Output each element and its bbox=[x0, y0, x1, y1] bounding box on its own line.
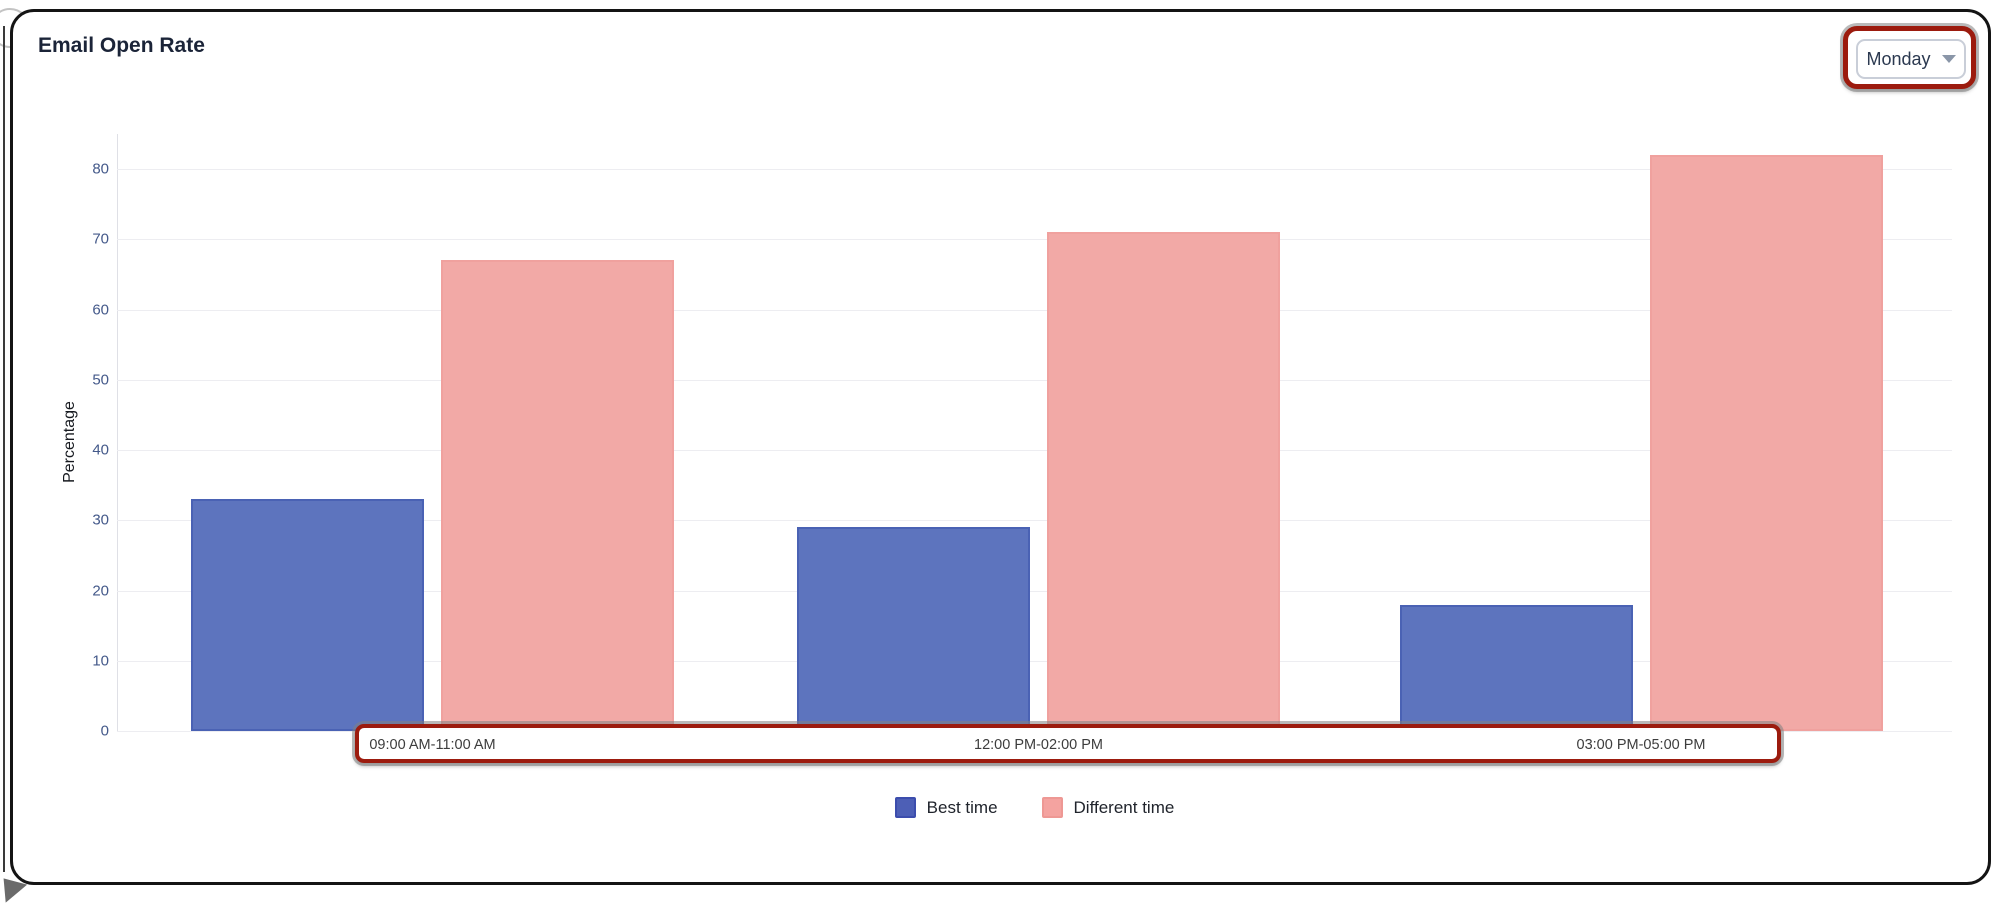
y-tick-label-20: 20 bbox=[92, 582, 109, 599]
y-tick-label-40: 40 bbox=[92, 441, 109, 459]
bar-different-time-1 bbox=[1047, 232, 1280, 731]
highlight-annotation-x-axis-labels bbox=[355, 724, 1781, 763]
bar-best-time-1 bbox=[797, 527, 1030, 731]
gridline-40 bbox=[117, 450, 1952, 451]
legend-label: Best time bbox=[926, 797, 998, 817]
bar-best-time-0 bbox=[191, 499, 424, 731]
chart-legend: Best time Different time bbox=[117, 797, 1952, 818]
x-axis-label-1: 12:00 PM-02:00 PM bbox=[974, 737, 1103, 753]
gridline-50 bbox=[117, 379, 1952, 381]
day-dropdown[interactable]: Monday bbox=[1856, 39, 1966, 79]
bar-best-time-2 bbox=[1399, 604, 1633, 731]
gridline-80 bbox=[117, 169, 1952, 170]
legend-swatch-icon bbox=[894, 797, 916, 818]
gridline-60 bbox=[117, 309, 1952, 311]
y-axis-line bbox=[117, 134, 118, 731]
y-tick-label-60: 60 bbox=[92, 301, 109, 318]
day-dropdown-value: Monday bbox=[1866, 48, 1931, 69]
x-axis-label-2: 03:00 PM-05:00 PM bbox=[1576, 737, 1706, 753]
gridline-10 bbox=[117, 660, 1952, 662]
gridline-70 bbox=[117, 239, 1952, 241]
legend-item-different-time: Different time bbox=[1041, 797, 1175, 818]
gridline-30 bbox=[117, 520, 1952, 522]
y-tick-label-0: 0 bbox=[100, 722, 109, 740]
highlight-annotation-day-selector: Monday bbox=[1843, 26, 1976, 89]
y-tick-label-30: 30 bbox=[92, 511, 109, 529]
legend-label: Different time bbox=[1073, 797, 1175, 817]
x-axis-label-0: 09:00 AM-11:00 AM bbox=[369, 737, 496, 753]
bar-different-time-2 bbox=[1649, 154, 1883, 731]
bar-different-time-0 bbox=[441, 260, 674, 731]
chevron-down-icon bbox=[1941, 55, 1956, 63]
window-edge-line bbox=[3, 26, 5, 872]
y-tick-label-80: 80 bbox=[92, 160, 109, 178]
y-tick-label-10: 10 bbox=[92, 652, 109, 670]
y-tick-label-70: 70 bbox=[92, 230, 109, 248]
page-title: Email Open Rate bbox=[38, 34, 205, 57]
legend-swatch-icon bbox=[1041, 797, 1063, 818]
gridline-20 bbox=[117, 590, 1952, 592]
legend-item-best-time: Best time bbox=[894, 797, 998, 818]
y-tick-label-50: 50 bbox=[92, 371, 109, 389]
